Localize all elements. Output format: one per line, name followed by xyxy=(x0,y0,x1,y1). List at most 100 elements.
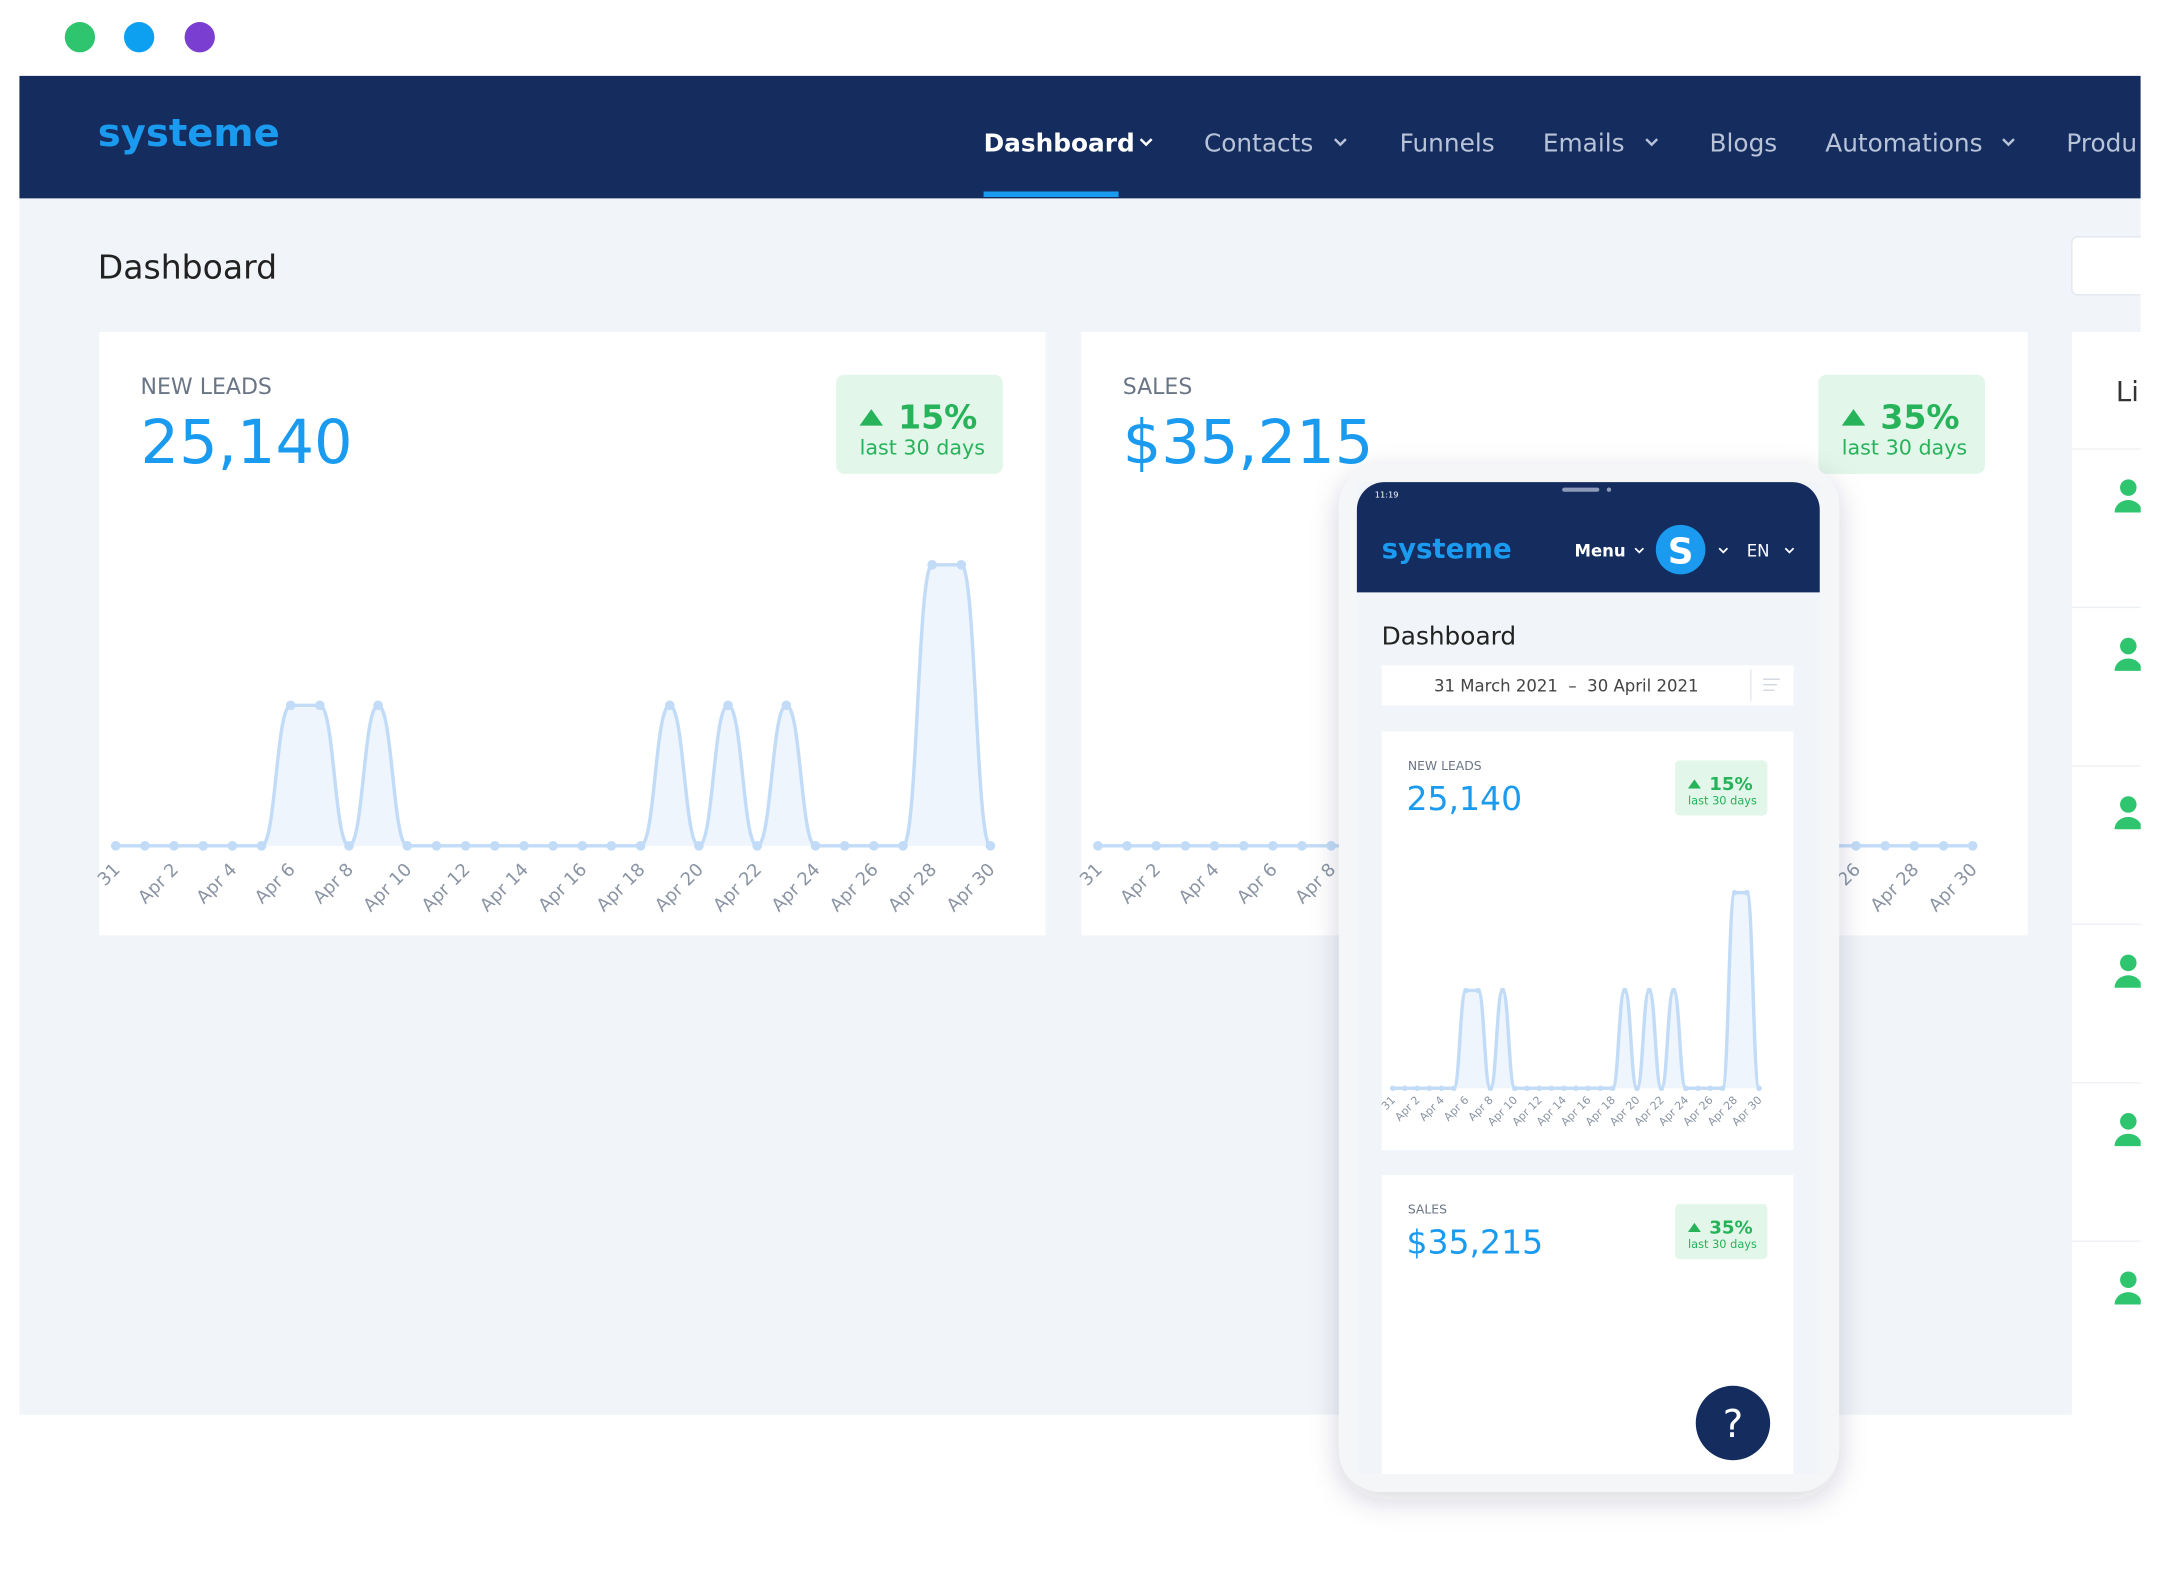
point xyxy=(1909,840,1920,851)
point xyxy=(1389,1085,1396,1092)
up-arrow xyxy=(1687,1222,1701,1233)
nav-item[interactable]: Produ xyxy=(2066,129,2137,158)
side-card xyxy=(2071,331,2141,1415)
point xyxy=(489,840,500,851)
nav-item[interactable]: Blogs xyxy=(1710,129,1778,158)
point xyxy=(1756,1085,1762,1092)
point xyxy=(1560,1085,1567,1092)
point xyxy=(1475,987,1481,994)
point xyxy=(1151,840,1162,851)
point xyxy=(227,840,238,851)
line xyxy=(115,563,993,848)
active-underline xyxy=(983,191,1119,197)
nav-item[interactable]: Funnels xyxy=(1400,129,1495,158)
point xyxy=(1731,889,1738,896)
mobile-menu[interactable]: Menu xyxy=(1575,542,1626,561)
point xyxy=(839,840,850,851)
point xyxy=(1695,1085,1701,1092)
change-period: last 30 days xyxy=(1842,436,1967,460)
point xyxy=(1658,1085,1665,1092)
window-dot xyxy=(64,22,96,53)
mobile-page-title: Dashboard xyxy=(1382,622,1516,651)
nav-item[interactable]: Automations xyxy=(1825,129,1982,158)
change-period: last 30 days xyxy=(1688,793,1757,807)
point xyxy=(985,840,996,851)
chevron xyxy=(1333,138,1347,147)
change-value: 15% xyxy=(1709,774,1753,795)
point xyxy=(1719,1085,1726,1092)
help-button[interactable] xyxy=(1695,1385,1771,1461)
point xyxy=(169,840,179,851)
point xyxy=(460,840,471,851)
chevron xyxy=(1139,138,1153,147)
change-value: 35% xyxy=(1880,397,1959,436)
nav-item[interactable]: Dashboard xyxy=(984,129,1135,158)
chevron xyxy=(1645,138,1659,147)
card-value: $35,215 xyxy=(1123,408,1374,478)
chevron xyxy=(1718,547,1729,554)
card-value: 25,140 xyxy=(141,408,353,478)
point xyxy=(285,700,296,711)
point xyxy=(635,840,646,851)
point xyxy=(1438,1085,1445,1092)
point xyxy=(1744,889,1750,896)
point xyxy=(256,840,267,851)
point xyxy=(1967,840,1978,851)
date-picker[interactable] xyxy=(2071,236,2160,296)
point xyxy=(1326,840,1336,851)
point xyxy=(1180,840,1191,851)
mobile-logo[interactable]: systeme xyxy=(1382,533,1512,565)
filter-icon xyxy=(1763,678,1780,691)
mobile-mockup: 11:19 systeme Menu S EN Dashboard 31 Mar… xyxy=(1338,464,1840,1492)
point xyxy=(1851,840,1861,851)
side-card-title: Li xyxy=(2116,376,2139,408)
point xyxy=(1938,840,1949,851)
point xyxy=(1238,840,1249,851)
contact-icon-head xyxy=(2120,1113,2137,1130)
point xyxy=(1487,1085,1494,1092)
point xyxy=(1209,840,1220,851)
nav-item[interactable]: Emails xyxy=(1543,129,1625,158)
point xyxy=(1463,987,1469,994)
date-range-box[interactable] xyxy=(1381,665,1794,706)
point xyxy=(723,700,733,711)
card-label: SALES xyxy=(1408,1202,1447,1217)
point xyxy=(781,700,792,711)
point xyxy=(1585,1085,1591,1092)
point xyxy=(606,840,617,851)
contact-icon-body xyxy=(2114,1292,2141,1305)
point xyxy=(956,559,967,570)
point xyxy=(1414,1085,1420,1092)
chevron xyxy=(1784,547,1795,554)
point xyxy=(1426,1085,1433,1092)
nav-bar xyxy=(19,75,2141,199)
contact-icon-head xyxy=(2120,796,2137,813)
point xyxy=(694,840,704,851)
point xyxy=(752,840,763,851)
contact-icon-head xyxy=(2120,479,2137,496)
point xyxy=(198,840,209,851)
language[interactable]: EN xyxy=(1747,542,1770,561)
avatar-letter: S xyxy=(1668,531,1694,572)
point xyxy=(869,840,879,851)
logo[interactable]: systeme xyxy=(98,111,280,156)
contact-icon-head xyxy=(2120,637,2137,655)
point xyxy=(1297,840,1307,851)
point xyxy=(1683,1085,1689,1092)
avatar[interactable] xyxy=(1655,524,1706,575)
up-arrow xyxy=(859,409,884,426)
point xyxy=(548,840,558,851)
point xyxy=(927,559,937,570)
point xyxy=(1402,1085,1408,1092)
point xyxy=(519,840,529,851)
point xyxy=(1093,840,1103,851)
up-arrow xyxy=(1841,409,1866,426)
point xyxy=(1597,1085,1604,1092)
change-badge xyxy=(1675,1203,1768,1260)
up-arrow xyxy=(1687,779,1701,789)
point xyxy=(1634,1085,1640,1092)
nav-item[interactable]: Contacts xyxy=(1204,129,1313,158)
notch xyxy=(1562,487,1600,492)
window-dot xyxy=(123,22,155,53)
